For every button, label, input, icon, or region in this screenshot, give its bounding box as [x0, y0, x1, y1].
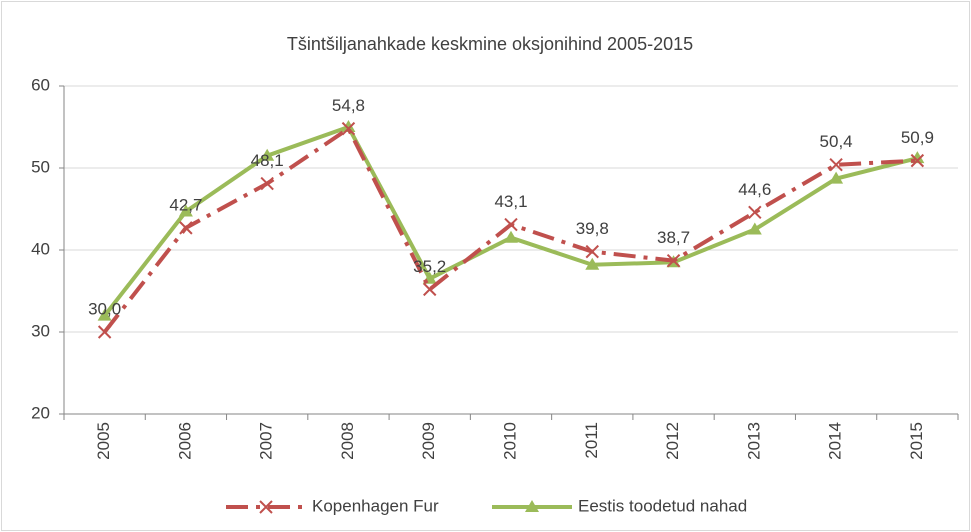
legend-marker	[259, 500, 273, 514]
point-marker-stroke	[910, 153, 925, 168]
x-tick-label: 2011	[582, 422, 601, 459]
data-label: 35,2	[413, 257, 446, 276]
point-marker-stroke	[829, 158, 843, 172]
data-label: 39,8	[576, 219, 609, 238]
point-marker	[97, 308, 112, 321]
legend-label: Eestis toodetud nahad	[578, 496, 747, 515]
point-marker-stroke	[97, 325, 112, 339]
x-tick-label: 2007	[257, 422, 276, 460]
data-label: 43,1	[494, 192, 527, 211]
point-marker	[341, 120, 356, 132]
point-marker	[179, 221, 193, 235]
legend-marker-stroke	[259, 500, 273, 514]
point-marker	[504, 230, 518, 243]
data-label: 50,9	[901, 128, 934, 147]
legend-marker	[525, 500, 539, 512]
x-tick-label: 2015	[907, 422, 926, 460]
x-tick-label: 2008	[338, 422, 357, 460]
x-tick-label: 2009	[419, 422, 438, 460]
point-marker-stroke	[423, 282, 437, 297]
point-marker-stroke	[748, 205, 762, 219]
data-label: 38,7	[657, 228, 690, 247]
point-marker-stroke	[260, 176, 274, 191]
point-marker	[748, 205, 762, 219]
x-tick-label: 2006	[175, 422, 194, 460]
y-tick-label: 50	[31, 157, 50, 176]
x-tick-label: 2013	[744, 422, 763, 460]
x-tick-label: 2012	[663, 422, 682, 460]
data-label: 44,6	[738, 180, 771, 199]
x-tick-label: 2010	[500, 422, 519, 460]
point-marker	[504, 217, 518, 232]
point-marker	[910, 153, 925, 168]
point-marker	[585, 257, 600, 270]
point-marker-stroke	[179, 221, 193, 235]
y-tick-label: 30	[31, 321, 50, 340]
point-marker	[178, 204, 193, 217]
point-marker	[260, 176, 274, 191]
data-label: 48,1	[251, 151, 284, 170]
y-tick-label: 60	[31, 75, 50, 94]
point-marker	[423, 282, 437, 297]
point-marker	[829, 158, 843, 172]
point-marker	[747, 222, 762, 235]
point-marker-stroke	[341, 121, 356, 136]
y-tick-label: 40	[31, 239, 50, 258]
data-label: 50,4	[820, 132, 853, 151]
point-marker	[260, 148, 275, 161]
y-tick-label: 20	[31, 403, 50, 422]
legend-label: Kopenhagen Fur	[312, 496, 439, 515]
point-marker-stroke	[585, 244, 599, 259]
data-label: 54,8	[332, 96, 365, 115]
point-marker	[829, 171, 844, 184]
point-marker-stroke	[666, 253, 681, 268]
point-marker	[666, 253, 681, 268]
x-tick-label: 2005	[94, 422, 113, 460]
point-marker	[585, 244, 599, 259]
chart-title: Tšintšiljanahkade keskmine oksjonihind 2…	[287, 34, 693, 54]
point-marker	[97, 325, 112, 339]
data-label: 42,7	[169, 195, 202, 214]
x-tick-label: 2014	[826, 422, 845, 460]
point-marker	[341, 121, 356, 136]
data-label: 30,0	[88, 299, 121, 318]
point-marker-stroke	[504, 217, 518, 232]
